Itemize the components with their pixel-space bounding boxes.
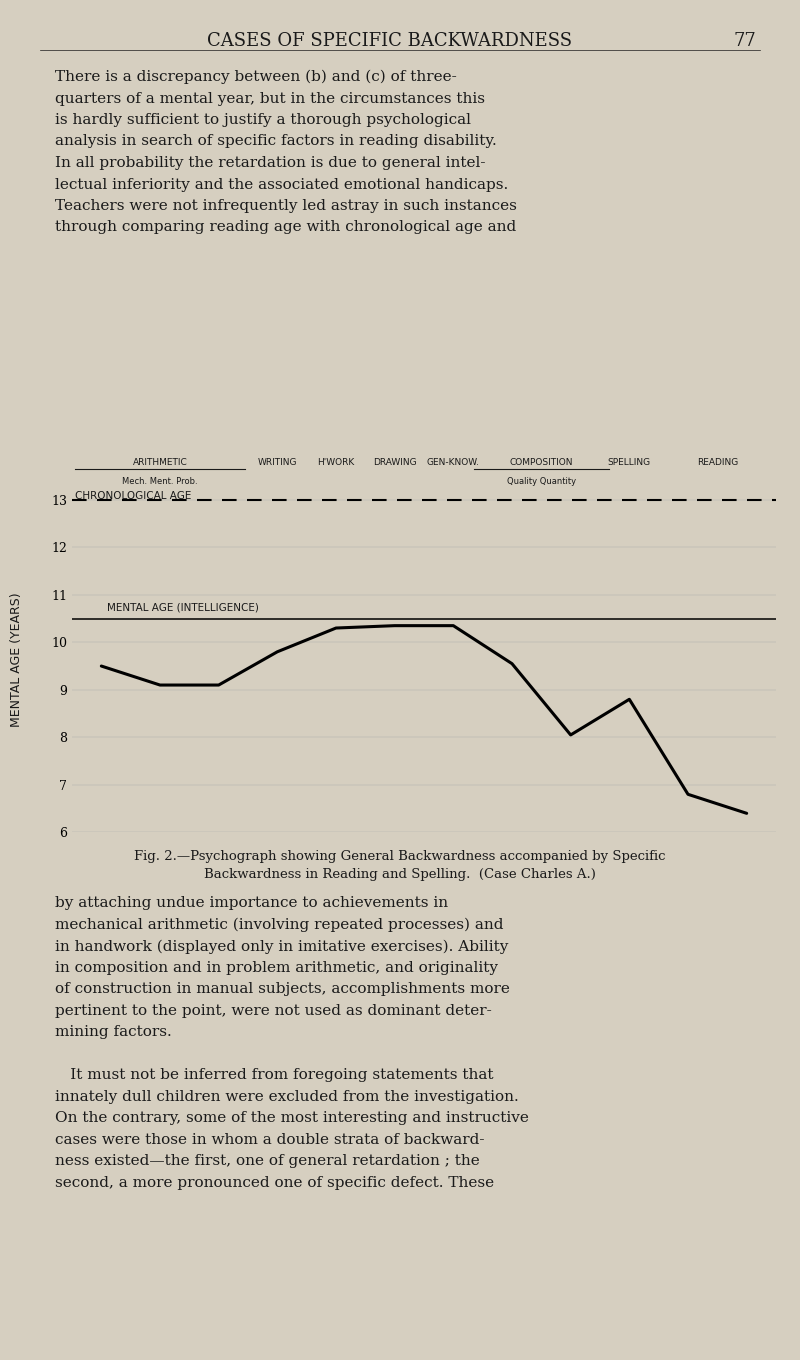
Text: GEN-KNOW.: GEN-KNOW. <box>427 458 480 468</box>
Text: mining factors.: mining factors. <box>55 1025 172 1039</box>
Text: SPELLING: SPELLING <box>608 458 651 468</box>
Text: READING: READING <box>697 458 738 468</box>
Text: of construction in manual subjects, accomplishments more: of construction in manual subjects, acco… <box>55 982 510 997</box>
Text: Teachers were not infrequently led astray in such instances: Teachers were not infrequently led astra… <box>55 199 517 214</box>
Text: ARITHMETIC: ARITHMETIC <box>133 458 187 468</box>
Text: WRITING: WRITING <box>258 458 297 468</box>
Text: There is a discrepancy between (b) and (c) of three-: There is a discrepancy between (b) and (… <box>55 69 457 84</box>
Text: analysis in search of specific factors in reading disability.: analysis in search of specific factors i… <box>55 135 497 148</box>
Text: Backwardness in Reading and Spelling.  (Case Charles A.): Backwardness in Reading and Spelling. (C… <box>204 868 596 881</box>
Text: cases were those in whom a double strata of backward-: cases were those in whom a double strata… <box>55 1133 485 1146</box>
Text: DRAWING: DRAWING <box>373 458 417 468</box>
Text: second, a more pronounced one of specific defect. These: second, a more pronounced one of specifi… <box>55 1176 494 1190</box>
Text: MENTAL AGE (INTELLIGENCE): MENTAL AGE (INTELLIGENCE) <box>107 602 259 613</box>
Text: lectual inferiority and the associated emotional handicaps.: lectual inferiority and the associated e… <box>55 178 508 192</box>
Text: MENTAL AGE (YEARS): MENTAL AGE (YEARS) <box>10 593 23 728</box>
Text: through comparing reading age with chronological age and: through comparing reading age with chron… <box>55 220 516 234</box>
Text: by attaching undue importance to achievements in: by attaching undue importance to achieve… <box>55 896 448 910</box>
Text: Quality Quantity: Quality Quantity <box>506 476 576 486</box>
Text: CASES OF SPECIFIC BACKWARDNESS: CASES OF SPECIFIC BACKWARDNESS <box>207 33 573 50</box>
Text: in composition and in problem arithmetic, and originality: in composition and in problem arithmetic… <box>55 960 498 975</box>
Text: is hardly sufficient to justify a thorough psychological: is hardly sufficient to justify a thorou… <box>55 113 471 126</box>
Text: COMPOSITION: COMPOSITION <box>510 458 573 468</box>
Text: CHRONOLOGICAL AGE: CHRONOLOGICAL AGE <box>75 491 191 500</box>
Text: quarters of a mental year, but in the circumstances this: quarters of a mental year, but in the ci… <box>55 91 485 106</box>
Text: Fig. 2.—Psychograph showing General Backwardness accompanied by Specific: Fig. 2.—Psychograph showing General Back… <box>134 850 666 864</box>
Text: innately dull children were excluded from the investigation.: innately dull children were excluded fro… <box>55 1089 518 1104</box>
Text: In all probability the retardation is due to general intel-: In all probability the retardation is du… <box>55 156 486 170</box>
Text: On the contrary, some of the most interesting and instructive: On the contrary, some of the most intere… <box>55 1111 529 1125</box>
Text: Mech. Ment. Prob.: Mech. Ment. Prob. <box>122 476 198 486</box>
Text: pertinent to the point, were not used as dominant deter-: pertinent to the point, were not used as… <box>55 1004 492 1017</box>
Text: in handwork (displayed only in imitative exercises). Ability: in handwork (displayed only in imitative… <box>55 940 508 953</box>
Text: mechanical arithmetic (involving repeated processes) and: mechanical arithmetic (involving repeate… <box>55 918 503 932</box>
Text: It must not be inferred from foregoing statements that: It must not be inferred from foregoing s… <box>55 1069 494 1083</box>
Text: ness existed—the first, one of general retardation ; the: ness existed—the first, one of general r… <box>55 1155 480 1168</box>
Text: 77: 77 <box>734 33 756 50</box>
Text: H'WORK: H'WORK <box>318 458 354 468</box>
